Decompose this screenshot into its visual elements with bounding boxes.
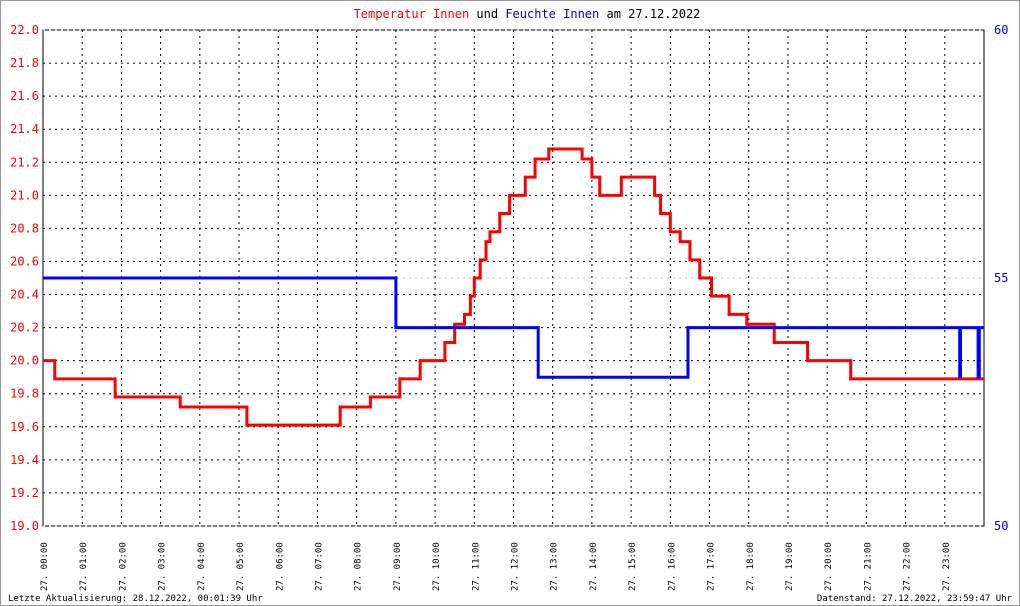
- y-tick-label: 21.4: [10, 122, 39, 136]
- title-date: am 27.12.2022: [606, 7, 700, 21]
- chart-title: Temperatur Innen und Feuchte Innen am 27…: [354, 7, 701, 21]
- x-tick-label: 27. 03:00: [158, 542, 168, 591]
- y-tick-label: 20.2: [10, 321, 39, 335]
- x-tick-label: 27. 11:00: [471, 542, 481, 591]
- x-tick-label: 27. 07:00: [314, 542, 324, 591]
- footer-left: Letzte Aktualisierung: 28.12.2022, 00:01…: [8, 594, 263, 604]
- y-tick-label: 20.8: [10, 221, 39, 235]
- x-tick-label: 27. 23:00: [942, 542, 952, 591]
- title-series-a: Temperatur Innen: [354, 7, 470, 21]
- x-tick-label: 27. 01:00: [79, 542, 89, 591]
- title-series-b: Feuchte Innen: [505, 7, 599, 21]
- y2-tick-label: 55: [994, 271, 1008, 285]
- y2-tick-label: 60: [994, 23, 1008, 37]
- y-tick-label: 19.0: [10, 519, 39, 533]
- y-tick-label: 19.4: [10, 453, 39, 467]
- x-tick-label: 27. 10:00: [432, 542, 442, 591]
- x-tick-label: 27. 22:00: [903, 542, 913, 591]
- x-tick-label: 27. 18:00: [746, 542, 756, 591]
- footer-right: Datenstand: 27.12.2022, 23:59:47 Uhr: [817, 594, 1013, 604]
- data-line: [43, 147, 984, 427]
- title-connector: und: [476, 7, 498, 21]
- x-tick-label: 27. 05:00: [236, 542, 246, 591]
- x-tick-label: 27. 12:00: [511, 542, 521, 591]
- x-tick-label: 27. 16:00: [667, 542, 677, 591]
- x-tick-label: 27. 17:00: [707, 542, 717, 591]
- y-tick-label: 21.2: [10, 155, 39, 169]
- x-tick-label: 27. 14:00: [589, 542, 599, 591]
- x-tick-label: 27. 15:00: [628, 542, 638, 591]
- y-tick-label: 19.2: [10, 486, 39, 500]
- y-tick-label: 20.0: [10, 354, 39, 368]
- y-tick-label: 21.8: [10, 56, 39, 70]
- y2-tick-label: 50: [994, 519, 1008, 533]
- x-tick-label: 27. 04:00: [197, 542, 207, 591]
- x-tick-label: 27. 09:00: [393, 542, 403, 591]
- y-tick-label: 22.0: [10, 23, 39, 37]
- y-tick-label: 19.8: [10, 387, 39, 401]
- data-line: [43, 276, 984, 379]
- y-tick-label: 20.6: [10, 254, 39, 268]
- x-tick-label: 27. 08:00: [354, 542, 364, 591]
- y-tick-label: 20.4: [10, 288, 39, 302]
- x-tick-label: 27. 19:00: [785, 542, 795, 591]
- y-tick-label: 21.6: [10, 89, 39, 103]
- x-tick-label: 27. 20:00: [824, 542, 834, 591]
- x-tick-label: 27. 00:00: [40, 542, 50, 591]
- x-tick-label: 27. 02:00: [118, 542, 128, 591]
- x-tick-label: 27. 06:00: [275, 542, 285, 591]
- y-tick-label: 19.6: [10, 420, 39, 434]
- x-tick-label: 27. 21:00: [863, 542, 873, 591]
- x-tick-label: 27. 13:00: [550, 542, 560, 591]
- y-tick-label: 21.0: [10, 188, 39, 202]
